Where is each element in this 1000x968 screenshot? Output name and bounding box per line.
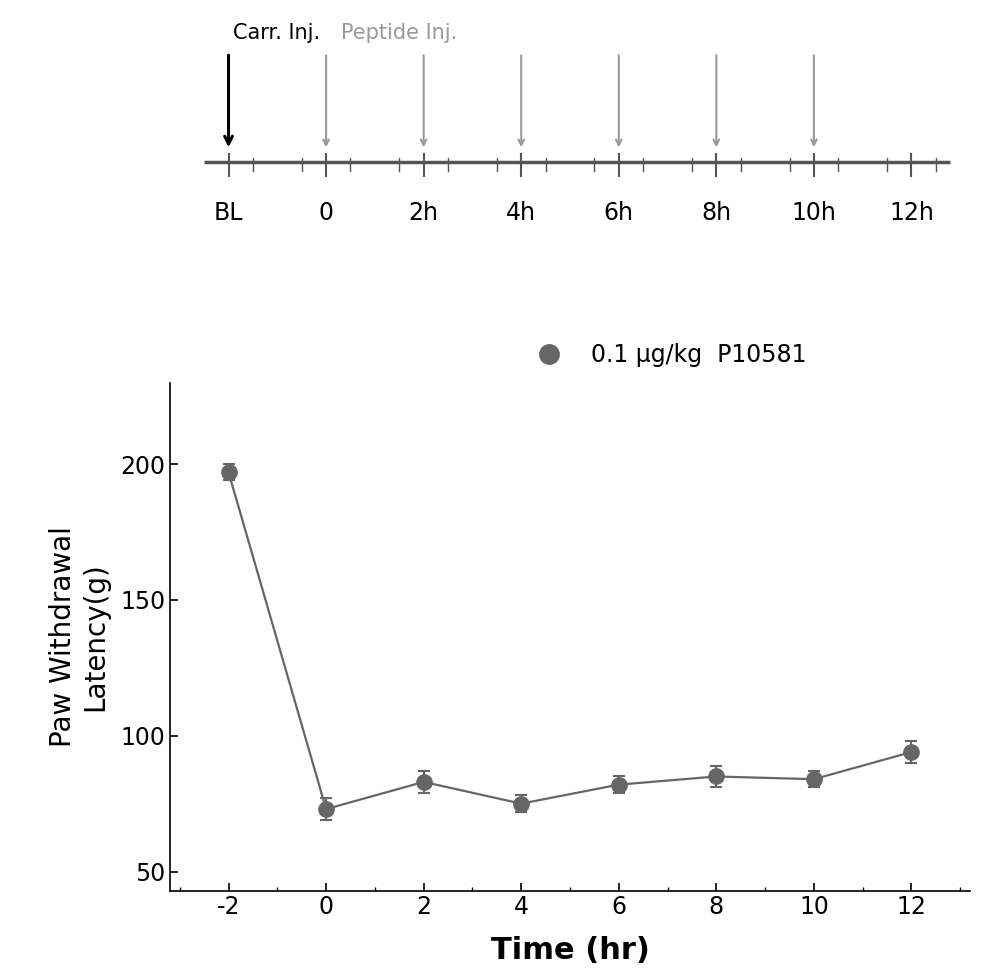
- Text: Carr. Inj.: Carr. Inj.: [233, 22, 321, 43]
- Text: 2h: 2h: [409, 201, 439, 225]
- Text: 8h: 8h: [701, 201, 731, 225]
- Text: BL: BL: [214, 201, 243, 225]
- Text: Peptide Inj.: Peptide Inj.: [341, 22, 457, 43]
- Text: 4h: 4h: [506, 201, 536, 225]
- Text: 10h: 10h: [791, 201, 836, 225]
- Text: 0: 0: [319, 201, 334, 225]
- Text: 12h: 12h: [889, 201, 934, 225]
- Text: 6h: 6h: [604, 201, 634, 225]
- Y-axis label: Paw Withdrawal
Latency(g): Paw Withdrawal Latency(g): [49, 527, 109, 747]
- X-axis label: Time (hr): Time (hr): [491, 936, 649, 965]
- Legend: 0.1 μg/kg  P10581: 0.1 μg/kg P10581: [516, 334, 816, 377]
